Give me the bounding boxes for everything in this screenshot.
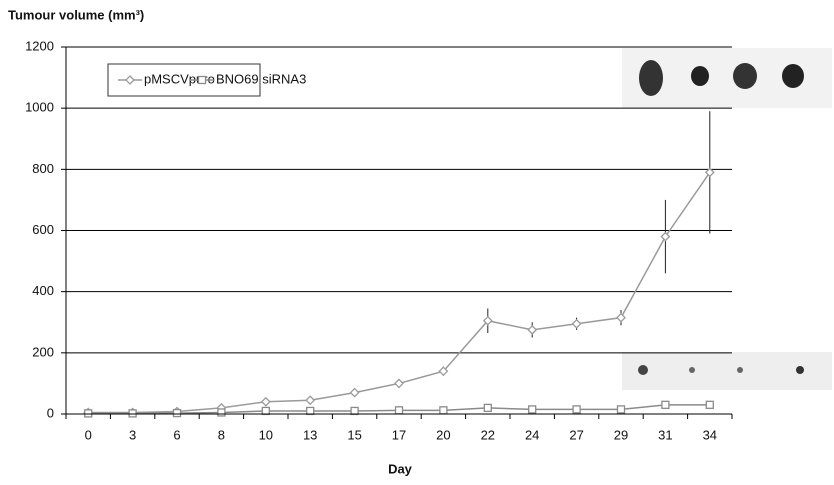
data-point: [351, 389, 359, 397]
x-tick-label: 31: [658, 427, 672, 442]
y-tick-label: 600: [32, 222, 54, 237]
data-point: [262, 398, 270, 406]
data-point: [218, 409, 225, 416]
page: {"chart_data": {"type": "line", "y_label…: [0, 0, 834, 485]
y-tick-label: 400: [32, 283, 54, 298]
x-tick-label: 15: [347, 427, 361, 442]
x-tick-label: 17: [392, 427, 406, 442]
data-point: [618, 406, 625, 413]
x-tick-label: 10: [259, 427, 273, 442]
data-point: [85, 410, 92, 417]
data-point: [307, 407, 314, 414]
data-point: [174, 410, 181, 417]
legend-marker: [199, 77, 206, 84]
data-point: [484, 404, 491, 411]
y-tick-label: 1000: [25, 100, 54, 115]
data-point: [395, 379, 403, 387]
y-tick-label: 200: [32, 344, 54, 359]
data-point: [262, 407, 269, 414]
data-point: [396, 407, 403, 414]
x-tick-label: 0: [85, 427, 92, 442]
x-tick-label: 24: [525, 427, 539, 442]
data-point: [129, 410, 136, 417]
data-point: [706, 401, 713, 408]
data-point: [573, 406, 580, 413]
data-point: [528, 326, 536, 334]
x-tick-label: 13: [303, 427, 317, 442]
inset-photo-top: [622, 48, 832, 108]
data-point: [306, 396, 314, 404]
x-axis-label: Day: [388, 461, 413, 476]
data-point: [440, 407, 447, 414]
x-tick-label: 29: [614, 427, 628, 442]
y-axis-label: Tumour volume (mm³): [8, 7, 144, 22]
data-point: [662, 401, 669, 408]
x-tick-label: 6: [173, 427, 180, 442]
y-tick-label: 0: [47, 405, 54, 420]
y-tick-label: 800: [32, 161, 54, 176]
data-point: [573, 320, 581, 328]
data-point: [617, 314, 625, 322]
data-point: [351, 407, 358, 414]
chart: Tumour volume (mm³) Day 0200400600800100…: [0, 0, 834, 485]
inset-photo-bottom: [622, 352, 832, 390]
series-line: [88, 172, 710, 412]
x-tick-label: 22: [481, 427, 495, 442]
x-tick-label: 3: [129, 427, 136, 442]
x-tick-label: 20: [436, 427, 450, 442]
x-tick-label: 27: [569, 427, 583, 442]
legend-label: BNO69 siRNA3: [216, 71, 306, 86]
x-tick-label: 8: [218, 427, 225, 442]
data-point: [529, 406, 536, 413]
y-tick-label: 1200: [25, 38, 54, 53]
x-tick-label: 34: [703, 427, 717, 442]
